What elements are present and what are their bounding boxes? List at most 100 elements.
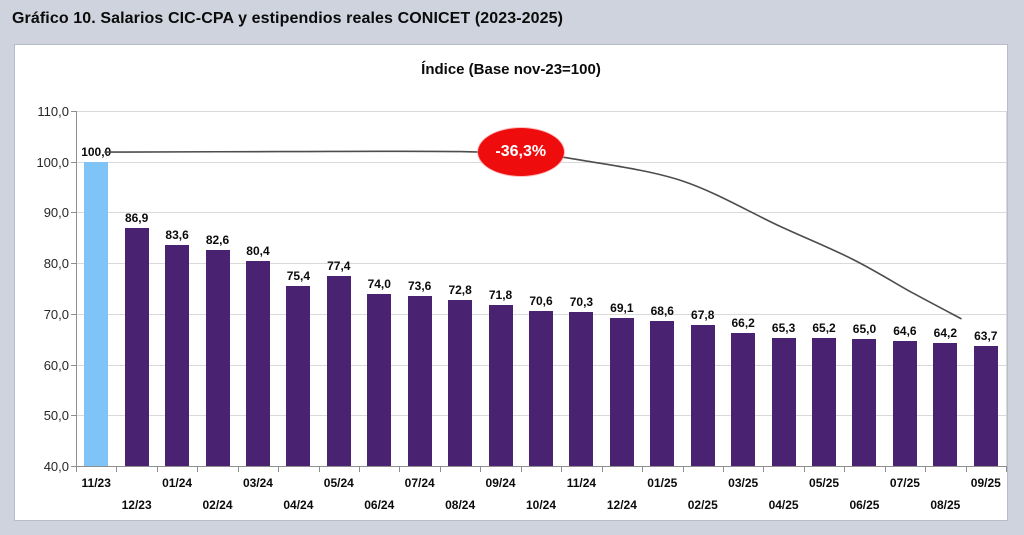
x-axis-label: 05/24 [323,476,354,490]
bar [407,295,432,466]
bar [326,276,351,466]
x-axis-label: 03/25 [728,476,759,490]
x-axis-tick [763,467,765,472]
bar-value-label: 100,0 [81,144,112,159]
page-title: Gráfico 10. Salarios CIC-CPA y estipendi… [12,10,564,27]
annotation-ellipse: -36,3% [477,127,564,176]
bar [771,337,796,466]
x-axis-label: 04/25 [768,498,799,512]
bar [286,286,311,466]
x-axis-tick [925,467,927,472]
x-axis-tick [197,467,199,472]
bar [448,299,473,466]
bar [205,249,230,466]
bar [812,338,837,466]
y-axis-tick [71,466,76,467]
bar [488,304,513,466]
x-axis-label: 07/25 [889,476,920,490]
bar-value-label: 70,3 [569,295,594,310]
y-axis-tick [71,364,76,366]
bar [124,228,149,466]
x-axis-tick [1006,467,1007,472]
x-axis-label: 05/25 [809,476,840,490]
bar [245,261,270,466]
bar-value-label: 65,3 [771,320,796,335]
bar [892,341,917,466]
y-axis-label: 50,0 [43,408,69,424]
x-axis-label: 12/23 [121,498,152,512]
x-axis-label: 08/25 [930,498,961,512]
bar-value-label: 77,4 [327,259,351,274]
x-axis-label: 07/24 [404,476,435,490]
x-axis-tick [642,467,644,472]
x-axis-tick [803,467,805,472]
x-axis-tick [318,467,320,472]
x-axis-tick [965,467,967,472]
x-axis-label: 12/24 [606,498,637,512]
bar-value-label: 64,6 [893,324,917,339]
x-axis-line [76,466,1007,467]
y-axis-tick [71,161,76,163]
bar-value-label: 70,6 [529,293,553,308]
bar-value-label: 65,2 [812,321,836,336]
bar-value-label: 64,2 [933,326,958,341]
bar [165,244,190,466]
x-axis-tick [520,467,522,472]
bar-value-label: 63,7 [974,328,998,343]
bar-value-label: 69,1 [610,301,634,316]
x-axis-label: 11/23 [81,476,111,490]
x-axis-label: 09/24 [485,476,516,490]
bar-value-label: 72,8 [448,282,472,297]
x-axis-label: 06/25 [849,498,880,512]
y-axis-label: 40,0 [43,459,69,474]
y-axis-label: 60,0 [43,357,69,373]
bar [569,312,594,466]
bar-value-label: 82,6 [205,232,230,247]
bar-value-label: 65,0 [852,322,877,337]
x-axis-tick [682,467,684,472]
x-axis-label: 02/24 [202,498,233,512]
y-axis-line [76,111,77,467]
y-axis-label: 80,0 [43,256,69,272]
bar-value-label: 74,0 [367,276,391,291]
x-axis-tick [480,467,482,472]
bar [933,343,958,466]
x-axis-tick [116,467,118,472]
x-axis-label: 09/25 [970,476,1001,490]
y-axis-tick [71,313,76,315]
x-axis-label: 11/24 [566,476,597,490]
x-axis-tick [237,467,239,472]
annotation-label: -36,3% [495,142,547,160]
x-axis-tick [359,467,361,472]
bar-value-label: 66,2 [731,316,755,331]
y-axis-tick [71,415,76,417]
x-axis-label: 06/24 [364,498,395,512]
y-axis-label: 70,0 [43,306,69,322]
y-axis-tick [71,111,76,112]
x-axis-label: 02/25 [687,498,718,512]
x-axis-tick [844,467,846,472]
x-axis-tick [884,467,886,472]
bar [731,333,756,466]
x-axis-tick [439,467,441,472]
x-axis-tick [278,467,280,472]
x-axis-label: 03/24 [242,476,273,490]
bar [529,310,553,466]
x-axis-tick [601,467,603,472]
y-axis-label: 100,0 [36,154,69,170]
bar-value-label: 83,6 [165,227,189,242]
y-axis-label: 110,0 [37,104,69,119]
bar-value-label: 73,6 [408,278,432,293]
x-axis-tick [399,467,401,472]
x-axis-tick [561,467,563,472]
y-axis-tick [71,263,76,265]
x-axis-tick [156,467,158,472]
bar-value-label: 86,9 [124,211,149,226]
bar-value-label: 67,8 [691,308,715,322]
x-axis-label: 04/24 [283,498,314,512]
x-axis-label: 01/25 [647,476,678,490]
chart-title: Índice (Base nov-23=100) [421,61,601,78]
y-gridline [76,111,1006,112]
x-axis-label: 01/24 [162,476,193,490]
y-axis-label: 90,0 [43,205,69,221]
